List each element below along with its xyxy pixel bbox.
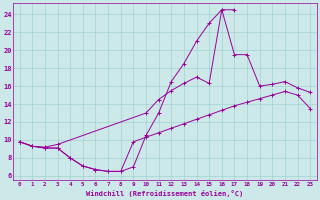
X-axis label: Windchill (Refroidissement éolien,°C): Windchill (Refroidissement éolien,°C) — [86, 190, 244, 197]
